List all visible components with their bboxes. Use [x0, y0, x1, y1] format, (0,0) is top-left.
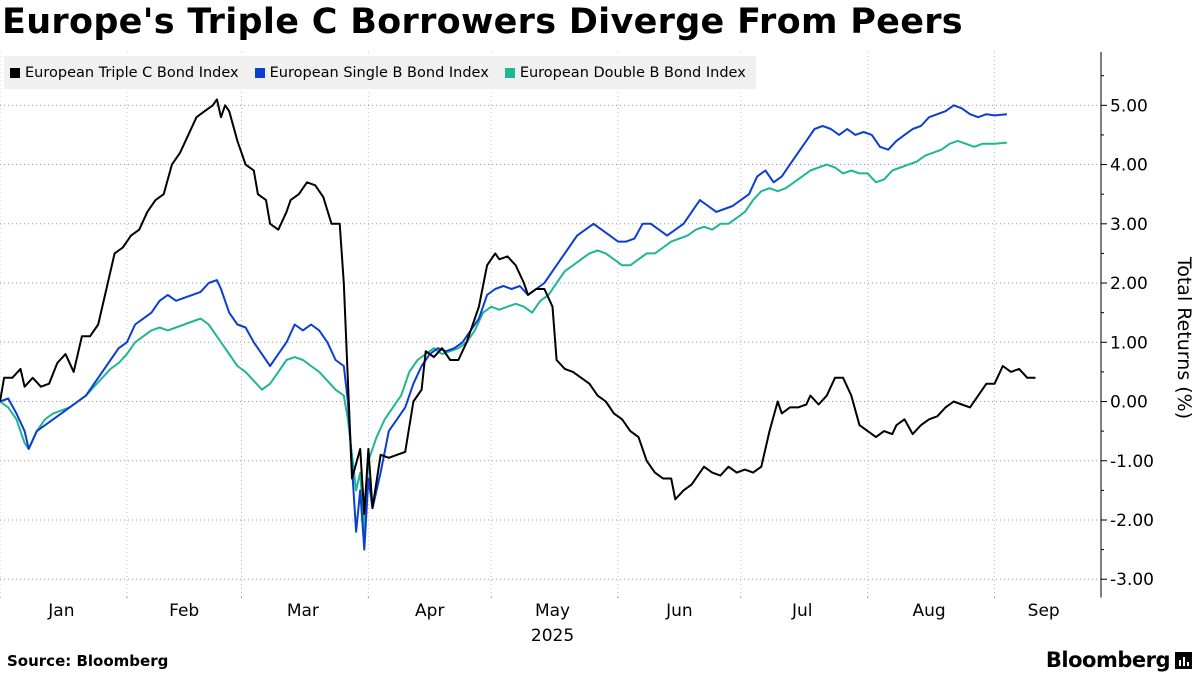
legend: European Triple C Bond Index European Si… — [4, 56, 756, 89]
legend-swatch-double-b — [504, 67, 515, 78]
legend-item-single-b: European Single B Bond Index — [254, 64, 489, 81]
series-line-european-triple-c-bond-index — [0, 98, 1036, 516]
y-axis-label: Total Returns (%) — [1173, 256, 1195, 419]
y-tick-label: 1.00 — [1110, 333, 1148, 353]
x-tick-label: Aug — [912, 601, 945, 621]
legend-item-double-b: European Double B Bond Index — [504, 64, 746, 81]
bloomberg-wordmark: Bloomberg — [1045, 648, 1171, 672]
y-tick-label: -1.00 — [1110, 452, 1154, 472]
chart-title: Europe's Triple C Borrowers Diverge From… — [2, 2, 963, 42]
x-tick-label: Jul — [791, 601, 813, 621]
y-tick-label: 4.00 — [1110, 156, 1148, 176]
legend-item-triple-c: European Triple C Bond Index — [10, 65, 239, 81]
axes: 5.00 4.00 3.00 2.00 1.00 0.00 -1.00 -2.00 -3.00 J… — [0, 52, 1154, 646]
x-tick-label: Sep — [1028, 601, 1060, 621]
y-tick-label: 0.00 — [1110, 393, 1148, 413]
legend-swatch-triple-c — [10, 67, 20, 78]
bloomberg-terminal-icon — [1175, 651, 1192, 669]
series-line-european-double-b-bond-index — [0, 139, 1007, 533]
y-tick-label: -3.00 — [1110, 570, 1154, 590]
legend-swatch-single-b — [254, 67, 265, 78]
legend-label-double-b: European Double B Bond Index — [519, 64, 746, 81]
series-lines — [0, 98, 1036, 551]
y-tick-label: 3.00 — [1110, 215, 1148, 235]
bloomberg-logo: Bloomberg — [1046, 648, 1192, 672]
grid-lines — [0, 52, 1102, 597]
x-tick-label: Apr — [415, 601, 444, 621]
series-line-european-single-b-bond-index — [0, 104, 1007, 551]
y-tick-label: 2.00 — [1110, 274, 1148, 294]
source-note: Source: Bloomberg — [7, 652, 169, 670]
legend-label-triple-c: European Triple C Bond Index — [25, 64, 239, 81]
x-tick-label: Feb — [169, 601, 199, 621]
y-tick-label: 5.00 — [1110, 96, 1148, 116]
x-year-label: 2025 — [531, 626, 574, 646]
x-tick-label: Jun — [665, 601, 693, 621]
x-tick-label: May — [535, 601, 570, 621]
x-tick-label: Jan — [47, 601, 74, 621]
legend-label-single-b: European Single B Bond Index — [269, 64, 489, 81]
x-tick-label: Mar — [287, 601, 319, 621]
y-tick-label: -2.00 — [1110, 511, 1154, 531]
